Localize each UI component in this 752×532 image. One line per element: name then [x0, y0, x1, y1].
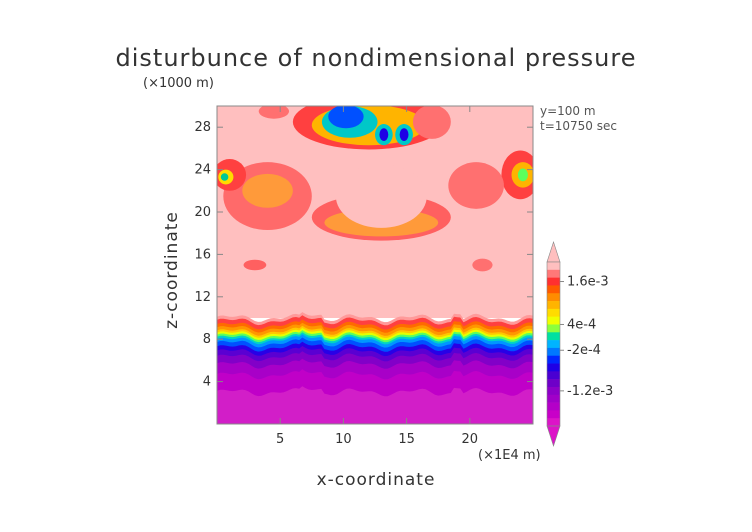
disturbance-patch-7 [220, 173, 229, 181]
colorbar-segment-15 [547, 379, 560, 388]
y-axis-unit: (×1000 m) [143, 76, 214, 91]
colorbar-segment-10 [547, 340, 560, 349]
colorbar-segment-3 [547, 285, 560, 294]
contour-field [217, 106, 533, 424]
colorbar-segment-18 [547, 402, 560, 411]
disturbance-patch-19 [379, 128, 389, 141]
colorbar-segment-8 [547, 324, 560, 333]
colorbar-segment-11 [547, 347, 560, 357]
colorbar-segment-2 [547, 277, 560, 286]
y-tick-label-3: 16 [194, 247, 211, 262]
band-15 [217, 386, 533, 424]
colorbar-label-3: -1.2e-3 [567, 384, 613, 399]
colorbar-frame [546, 261, 561, 427]
annotation-block: y=100 m t=10750 sec [540, 104, 617, 134]
y-tick-label-6: 28 [194, 120, 211, 135]
colorbar-segment-12 [547, 355, 560, 364]
colorbar-segment-4 [547, 293, 560, 302]
x-axis-label: x-coordinate [316, 470, 436, 490]
colorbar-segment-16 [547, 386, 560, 396]
disturbance-patch-23 [258, 106, 290, 119]
disturbance-patch-22 [412, 106, 451, 139]
colorbar-segment-5 [547, 301, 560, 310]
y-tick-label-2: 12 [194, 290, 211, 305]
disturbance-patch-17 [328, 106, 364, 129]
chart-title: disturbunce of nondimensional pressure [115, 44, 637, 72]
colorbar-extend-bottom [546, 425, 561, 447]
y-tick-label-0: 4 [203, 375, 211, 390]
x-tick-label-0: 5 [276, 432, 284, 447]
y-tick-label-4: 20 [194, 205, 211, 220]
disturbance-patch-11 [448, 162, 504, 209]
colorbar-segment-14 [547, 371, 560, 380]
colorbar-segment-1 [547, 269, 560, 278]
y-tick-label-5: 24 [194, 163, 211, 178]
colorbar-segment-0 [547, 262, 560, 271]
disturbance-patch-4 [242, 173, 293, 208]
colorbar-segment-9 [547, 332, 560, 341]
annotation-time: t=10750 sec [540, 119, 617, 133]
colorbar-label-2: -2e-4 [567, 343, 601, 358]
disturbance-patch-21 [399, 128, 409, 141]
colorbar-label-0: 1.6e-3 [567, 275, 609, 290]
plot-frame [216, 105, 534, 425]
x-axis-unit: (×1E4 m) [478, 448, 541, 463]
colorbar-segment-17 [547, 394, 560, 403]
x-tick-label-3: 20 [462, 432, 479, 447]
colorbar-segment-13 [547, 363, 560, 372]
x-tick-label-2: 15 [398, 432, 415, 447]
colorbar-segment-6 [547, 308, 560, 317]
colorbar-segment-20 [547, 418, 560, 427]
disturbance-patch-10 [517, 168, 528, 182]
disturbance-patch-2 [335, 164, 427, 228]
disturbance-patch-13 [472, 258, 493, 272]
x-tick-label-1: 10 [335, 432, 352, 447]
disturbance-patch-12 [243, 259, 267, 271]
annotation-y: y=100 m [540, 104, 596, 118]
colorbar-segment-7 [547, 316, 560, 325]
colorbar-label-1: 4e-4 [567, 317, 596, 332]
colorbar-extend-top [546, 241, 561, 263]
colorbar-segment-19 [547, 410, 560, 419]
y-tick-label-1: 8 [203, 332, 211, 347]
